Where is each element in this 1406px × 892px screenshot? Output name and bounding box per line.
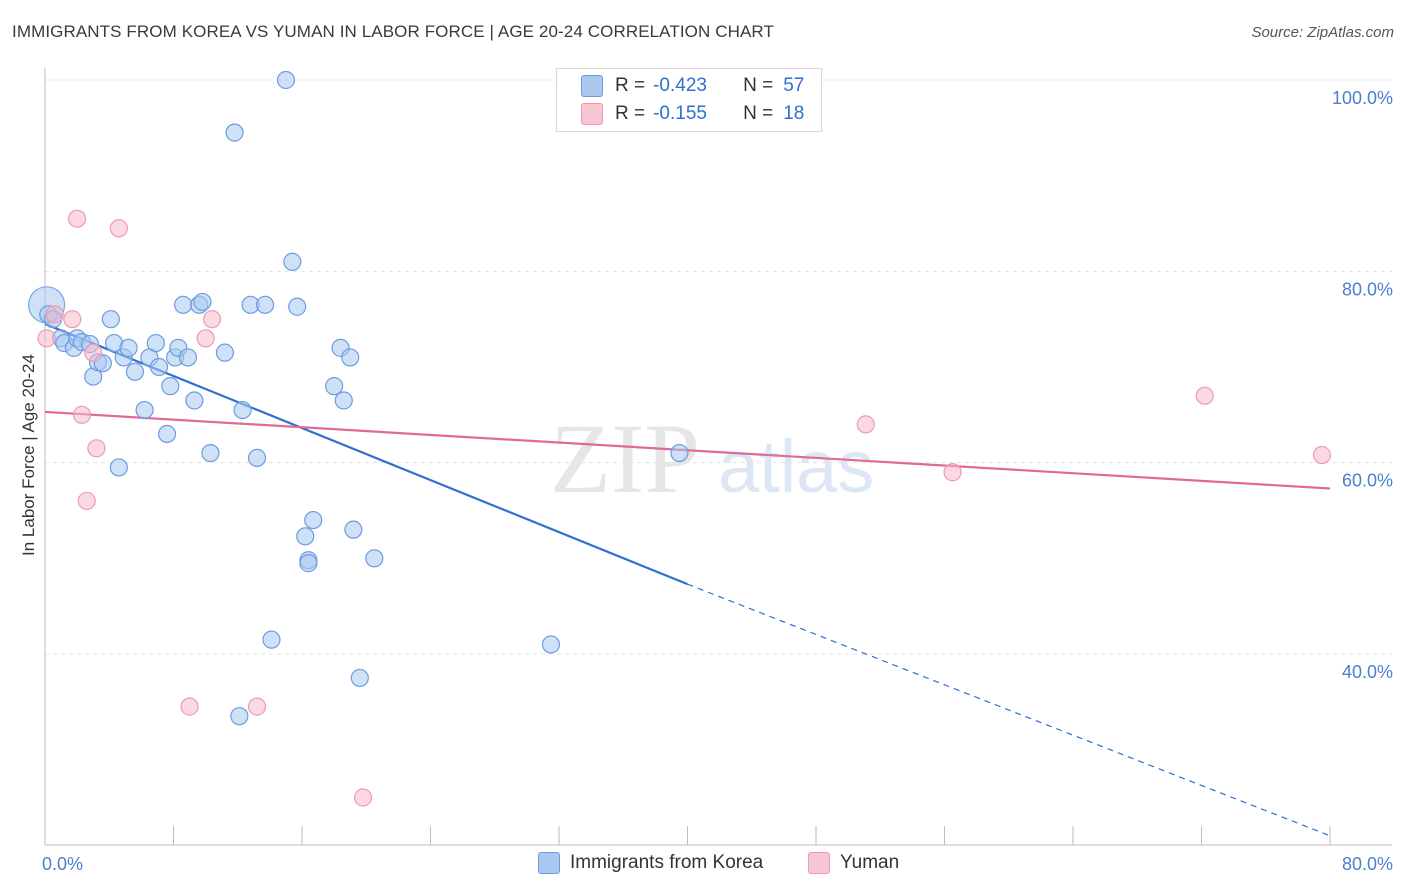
point-korea xyxy=(174,295,193,314)
point-yuman xyxy=(45,305,64,324)
bottom-legend-label-yuman: Yuman xyxy=(840,852,900,873)
watermark: ZIP atlas xyxy=(550,403,874,514)
point-korea xyxy=(288,297,307,316)
point-korea xyxy=(325,377,344,396)
point-yuman xyxy=(1312,445,1332,465)
point-korea xyxy=(185,391,204,410)
point-korea xyxy=(670,444,689,463)
point-yuman xyxy=(68,209,87,228)
point-korea xyxy=(299,554,318,573)
y-tick-label: 40.0% xyxy=(1342,662,1393,682)
legend-r-label: R = xyxy=(615,75,646,96)
x-tick-label-max: 80.0% xyxy=(1342,854,1393,874)
point-yuman xyxy=(856,415,875,434)
point-yuman xyxy=(180,697,199,716)
point-yuman xyxy=(943,463,962,482)
trend-lines xyxy=(44,322,1331,837)
y-tick-label: 60.0% xyxy=(1342,471,1393,491)
y-tick-label: 100.0% xyxy=(1332,88,1393,108)
point-korea xyxy=(255,295,275,314)
legend-r-value-yuman: -0.155 xyxy=(653,103,707,124)
point-korea xyxy=(161,377,180,396)
legend-r-value-korea: -0.423 xyxy=(653,75,707,96)
point-korea xyxy=(119,338,138,357)
watermark-atlas: atlas xyxy=(718,425,874,508)
data-points xyxy=(28,70,1332,807)
point-korea xyxy=(201,444,220,463)
point-korea xyxy=(157,424,177,444)
legend-n-label: N = xyxy=(743,75,774,96)
gridlines xyxy=(45,79,1392,655)
point-korea xyxy=(341,348,360,367)
point-yuman xyxy=(353,788,373,807)
bottom-legend-korea[interactable]: Immigrants from Korea xyxy=(538,852,763,874)
point-korea xyxy=(283,252,302,271)
bottom-legend-swatch-yuman xyxy=(808,852,830,874)
tick-labels: 40.0% 60.0% 80.0% 100.0% 0.0% 80.0% xyxy=(42,88,1393,874)
bottom-legend-label-korea: Immigrants from Korea xyxy=(570,852,764,873)
point-yuman xyxy=(1195,386,1214,405)
y-axis-label: In Labor Force | Age 20-24 xyxy=(19,354,38,556)
point-yuman xyxy=(72,405,92,424)
point-korea xyxy=(101,310,120,329)
point-korea xyxy=(350,668,369,688)
legend-row-korea: R = -0.423 N = 57 xyxy=(581,73,804,99)
point-korea xyxy=(125,362,145,381)
point-korea xyxy=(233,400,252,420)
bottom-legend-swatch-korea xyxy=(538,852,560,874)
point-korea xyxy=(178,348,198,367)
point-korea xyxy=(541,635,561,654)
point-yuman xyxy=(87,439,106,458)
point-korea xyxy=(146,333,165,353)
point-korea xyxy=(304,510,323,530)
point-korea xyxy=(193,292,212,312)
point-korea xyxy=(344,520,363,539)
point-korea xyxy=(365,549,384,568)
axes xyxy=(44,68,1392,846)
chart-title: IMMIGRANTS FROM KOREA VS YUMAN IN LABOR … xyxy=(12,22,774,41)
point-yuman xyxy=(37,329,56,348)
bottom-legend-yuman[interactable]: Yuman xyxy=(808,852,899,874)
trend-line-korea-extension xyxy=(687,583,1331,837)
point-yuman xyxy=(247,697,267,716)
point-korea xyxy=(247,448,267,467)
point-korea xyxy=(296,527,315,546)
x-tick-label-min: 0.0% xyxy=(42,854,83,874)
point-yuman xyxy=(196,329,215,348)
correlation-legend: R = -0.423 N = 57 R = -0.155 N = 18 xyxy=(556,68,822,132)
point-yuman xyxy=(84,343,103,362)
legend-row-yuman: R = -0.155 N = 18 xyxy=(581,101,804,127)
point-korea xyxy=(262,630,281,649)
point-yuman xyxy=(202,310,222,329)
point-korea xyxy=(230,707,249,726)
point-yuman xyxy=(63,310,82,329)
point-yuman xyxy=(109,219,128,238)
point-korea xyxy=(109,458,128,477)
point-korea xyxy=(276,70,296,90)
legend-r-label: R = xyxy=(615,103,646,124)
legend-swatch-yuman xyxy=(581,103,603,125)
legend-swatch-korea xyxy=(581,75,603,97)
point-korea xyxy=(334,391,353,410)
point-korea xyxy=(135,400,154,420)
point-korea xyxy=(215,343,234,362)
y-tick-label: 80.0% xyxy=(1342,279,1393,299)
legend-n-label: N = xyxy=(743,103,774,124)
legend-n-value-yuman: 18 xyxy=(783,103,805,124)
point-korea xyxy=(149,357,169,377)
source-label: Source: ZipAtlas.com xyxy=(1251,24,1394,41)
point-yuman xyxy=(77,491,96,511)
point-korea xyxy=(225,123,244,142)
legend-n-value-korea: 57 xyxy=(783,75,805,96)
